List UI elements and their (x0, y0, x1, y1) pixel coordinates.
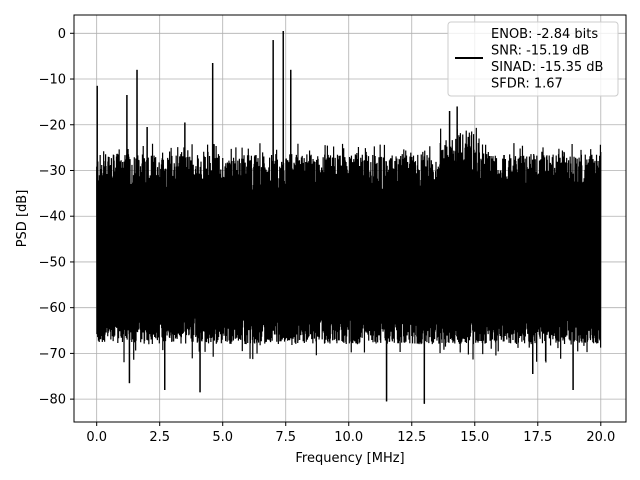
x-tick-label-7: 17.5 (523, 430, 552, 445)
y-tick-label-4: −40 (39, 210, 66, 225)
x-tick-label-0: 0.0 (86, 430, 107, 445)
legend: ENOB: -2.84 bits SNR: -15.19 dB SINAD: -… (447, 21, 619, 97)
y-tick-label-0: 0 (58, 27, 66, 42)
y-tick-label-1: −10 (39, 73, 66, 88)
x-tick-label-3: 7.5 (275, 430, 296, 445)
y-tick-label-2: −20 (39, 118, 66, 133)
y-tick-label-6: −60 (39, 301, 66, 316)
y-tick-label-3: −30 (39, 164, 66, 179)
legend-sinad: SINAD: -15.35 dB (491, 60, 603, 75)
x-tick-label-6: 15.0 (460, 430, 489, 445)
legend-box (447, 21, 619, 97)
legend-sfdr: SFDR: 1.67 (491, 77, 563, 92)
y-tick-label-7: −70 (39, 347, 66, 362)
x-axis-label: Frequency [MHz] (295, 451, 404, 466)
axes-frame (73, 14, 627, 423)
psd-trace (96, 31, 602, 404)
x-tick-label-5: 12.5 (397, 430, 426, 445)
psd-series-line (96, 31, 602, 404)
x-axis-ticks: 0.0 2.5 5.0 7.5 10.0 12.5 15.0 17.5 20.0 (86, 422, 615, 445)
x-tick-label-2: 5.0 (212, 430, 233, 445)
y-tick-label-5: −50 (39, 255, 66, 270)
x-tick-label-1: 2.5 (149, 430, 170, 445)
legend-snr: SNR: -15.19 dB (491, 44, 589, 59)
x-tick-label-4: 10.0 (334, 430, 363, 445)
x-tick-label-8: 20.0 (586, 430, 615, 445)
y-axis-ticks: 0 −10 −20 −30 −40 −50 −60 −70 −80 (39, 27, 74, 408)
y-axis-label: PSD [dB] (15, 190, 30, 248)
legend-enob: ENOB: -2.84 bits (491, 27, 598, 42)
y-tick-label-8: −80 (39, 393, 66, 408)
